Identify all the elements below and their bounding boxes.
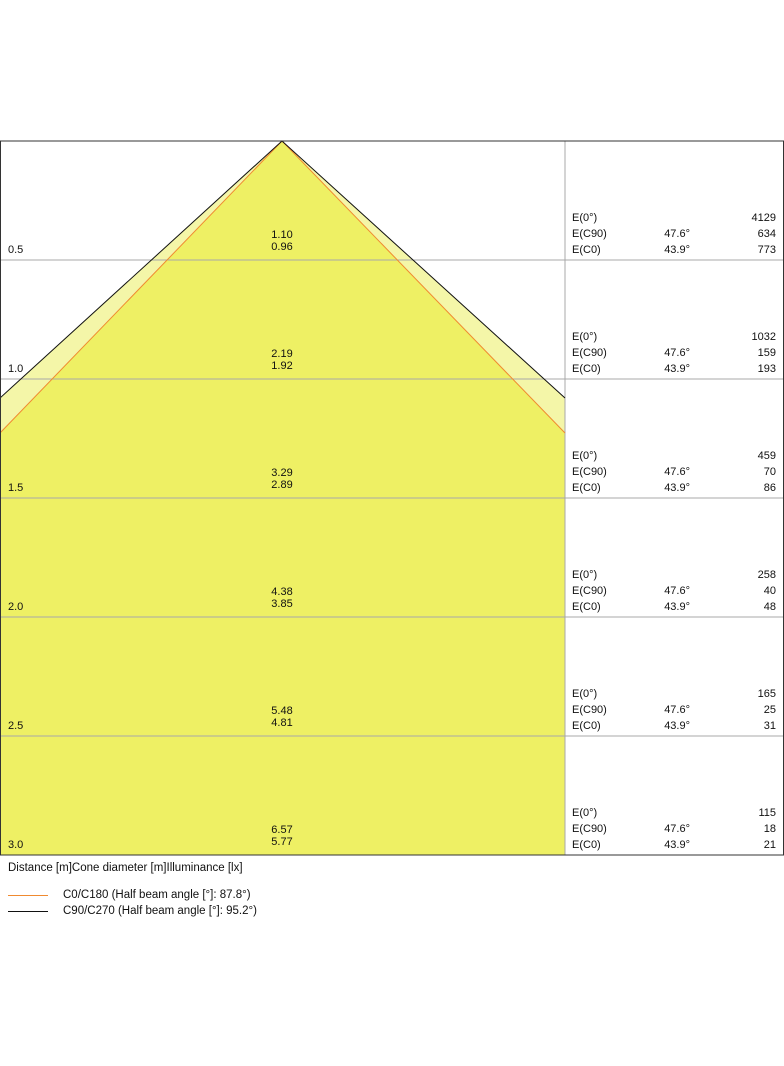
illuminance-label-e0: E(0°) <box>572 688 598 700</box>
cone-diameter-c90: 4.38 <box>271 586 293 598</box>
distance-label: 0.5 <box>8 244 24 256</box>
illuminance-c90: 634 <box>757 228 776 240</box>
angle-c90: 47.6° <box>664 228 690 240</box>
legend-swatch-c90 <box>8 910 48 912</box>
illuminance-c90: 18 <box>763 823 776 835</box>
angle-c0: 43.9° <box>664 839 690 851</box>
illuminance-c0: 86 <box>763 482 776 494</box>
illuminance-c0: 31 <box>763 720 776 732</box>
illuminance-label-c90: E(C90) <box>572 704 607 716</box>
illuminance-label-c0: E(C0) <box>572 482 601 494</box>
distance-label: 2.0 <box>8 601 24 613</box>
legend-label-c90: C90/C270 (Half beam angle [°]: 95.2°) <box>63 905 257 917</box>
illuminance-e0: 258 <box>757 569 776 581</box>
illuminance-label-c0: E(C0) <box>572 839 601 851</box>
illuminance-label-c90: E(C90) <box>572 823 607 835</box>
legend-item-c0: C0/C180 (Half beam angle [°]: 87.8°) <box>8 889 251 901</box>
distance-label: 3.0 <box>8 839 24 851</box>
cone-diameter-c0: 0.96 <box>271 241 293 253</box>
illuminance-label-c90: E(C90) <box>572 585 607 597</box>
cone-diameter-c0: 5.77 <box>271 836 293 848</box>
illuminance-label-c0: E(C0) <box>572 720 601 732</box>
angle-c90: 47.6° <box>664 823 690 835</box>
cone-diameter-c90: 3.29 <box>271 467 293 479</box>
distance-label: 1.0 <box>8 363 24 375</box>
cone-diameter-c90: 2.19 <box>271 348 293 360</box>
illuminance-c0: 21 <box>763 839 776 851</box>
illuminance-label-c0: E(C0) <box>572 601 601 613</box>
angle-c90: 47.6° <box>664 466 690 478</box>
illuminance-e0: 1032 <box>751 331 776 343</box>
cone-diameter-c90: 6.57 <box>271 824 293 836</box>
illuminance-e0: 4129 <box>751 212 776 224</box>
illuminance-c90: 70 <box>763 466 776 478</box>
illuminance-label-e0: E(0°) <box>572 807 598 819</box>
angle-c90: 47.6° <box>664 704 690 716</box>
cone-diameter-c0: 3.85 <box>271 598 293 610</box>
illuminance-c90: 159 <box>757 347 776 359</box>
illuminance-label-e0: E(0°) <box>572 212 598 224</box>
illuminance-e0: 115 <box>758 807 776 819</box>
illuminance-label-c0: E(C0) <box>572 363 601 375</box>
angle-c0: 43.9° <box>664 601 690 613</box>
illuminance-label-c90: E(C90) <box>572 347 607 359</box>
legend-swatch-c0 <box>8 894 48 896</box>
cone-diameter-c90: 1.10 <box>271 229 293 241</box>
illuminance-label-e0: E(0°) <box>572 331 598 343</box>
legend-item-c90: C90/C270 (Half beam angle [°]: 95.2°) <box>8 905 257 917</box>
angle-c0: 43.9° <box>664 482 690 494</box>
illuminance-label-e0: E(0°) <box>572 569 598 581</box>
illuminance-label-c90: E(C90) <box>572 466 607 478</box>
illuminance-c0: 48 <box>763 601 776 613</box>
illuminance-label-c90: E(C90) <box>572 228 607 240</box>
illuminance-label-e0: E(0°) <box>572 450 598 462</box>
angle-c0: 43.9° <box>664 244 690 256</box>
illuminance-e0: 459 <box>757 450 776 462</box>
illuminance-e0: 165 <box>757 688 776 700</box>
distance-label: 2.5 <box>8 720 24 732</box>
cone-diameter-c0: 2.89 <box>271 479 293 491</box>
illuminance-c0: 193 <box>757 363 776 375</box>
cone-diameter-c90: 5.48 <box>271 705 293 717</box>
cone-diameter-c0: 4.81 <box>271 717 293 729</box>
illuminance-label-c0: E(C0) <box>572 244 601 256</box>
illuminance-c0: 773 <box>757 244 776 256</box>
legend-label-c0: C0/C180 (Half beam angle [°]: 87.8°) <box>63 889 251 901</box>
illuminance-c90: 40 <box>763 585 776 597</box>
angle-c90: 47.6° <box>664 347 690 359</box>
column-header-caption: Distance [m]Cone diameter [m]Illuminance… <box>8 862 243 874</box>
angle-c0: 43.9° <box>664 720 690 732</box>
distance-label: 1.5 <box>8 482 24 494</box>
cone-diameter-c0: 1.92 <box>271 360 293 372</box>
illuminance-c90: 25 <box>763 704 776 716</box>
angle-c90: 47.6° <box>664 585 690 597</box>
angle-c0: 43.9° <box>664 363 690 375</box>
